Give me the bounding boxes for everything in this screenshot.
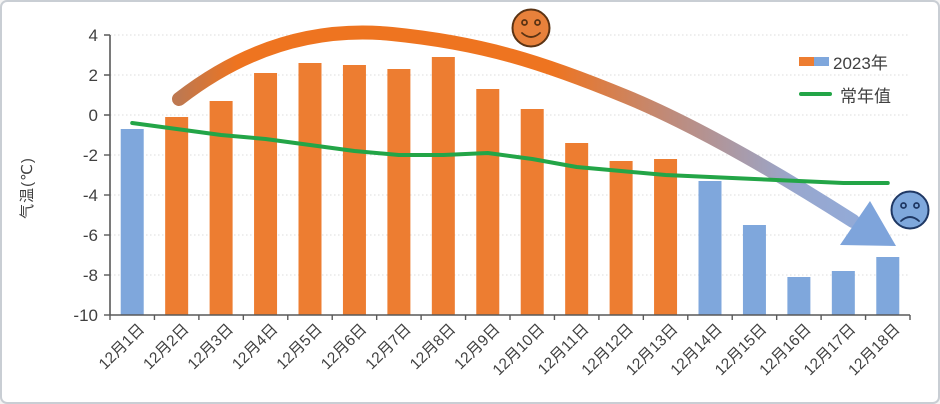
y-tick-label: 4 [89, 26, 98, 45]
trend-arrow-shaft [172, 25, 860, 228]
smiley-left-eye [521, 19, 528, 26]
y-tick-label: -10 [73, 306, 98, 325]
y-tick-label: -6 [83, 226, 98, 245]
bar-12月6日 [342, 65, 366, 315]
bar-12月18日 [876, 257, 900, 315]
x-category-label: 12月8日 [407, 321, 459, 373]
legend-swatch-normal-line [799, 92, 832, 96]
bar-12月3日 [209, 101, 233, 315]
smiley-face-outline [511, 8, 551, 48]
y-tick-label: 2 [89, 66, 98, 85]
y-tick-label: -4 [83, 186, 98, 205]
trend-arrow [172, 25, 896, 246]
y-tick-label: 0 [89, 106, 98, 125]
sad-mouth [900, 216, 920, 222]
legend-swatch-2023-orange [799, 56, 814, 66]
smiley-mouth [521, 32, 541, 38]
x-category-label: 12月1日 [96, 321, 148, 373]
bar-12月12日 [609, 161, 633, 315]
legend-item-2023: 2023年 [799, 51, 891, 73]
bar-12月11日 [565, 143, 589, 315]
y-tick-label: -2 [83, 146, 98, 165]
bar-12月7日 [387, 69, 411, 315]
legend-swatch-2023-blue [814, 56, 829, 66]
bar-12月8日 [431, 57, 455, 315]
x-category-labels: 12月1日12月2日12月3日12月4日12月5日12月6日12月7日12月8日… [96, 321, 904, 379]
x-category-label: 12月6日 [318, 321, 370, 373]
axes [104, 34, 911, 320]
x-category-label: 12月7日 [362, 321, 414, 373]
bar-12月1日 [120, 129, 144, 315]
bar-12月17日 [831, 271, 855, 315]
sad-left-eye [900, 202, 907, 209]
bar-12月13日 [654, 159, 678, 315]
legend: 2023年 常年值 [799, 51, 891, 117]
bar-12月15日 [742, 225, 766, 315]
normal-value-line [130, 121, 890, 185]
y-tick-label: -8 [83, 266, 98, 285]
bar-12月5日 [298, 63, 322, 315]
y-tick-labels: 4 2 0 -2 -4 -6 -8 -10 [73, 26, 98, 325]
x-category-label: 12月3日 [185, 321, 237, 373]
sad-face-icon [890, 190, 930, 230]
bar-series-2023 [120, 57, 900, 315]
bar-12月10日 [520, 109, 544, 315]
sad-face-outline [890, 190, 930, 230]
bar-12月4日 [254, 73, 278, 315]
legend-label-normal: 常年值 [840, 86, 891, 106]
bar-12月14日 [698, 181, 722, 315]
x-category-label: 12月4日 [229, 321, 281, 373]
y-axis-title: 气温(℃) [19, 157, 36, 219]
bar-12月16日 [787, 277, 811, 315]
smiley-right-eye [534, 19, 541, 26]
sad-right-eye [913, 202, 920, 209]
bar-12月2日 [165, 117, 189, 315]
legend-label-2023: 2023年 [833, 53, 888, 73]
x-category-label: 12月5日 [274, 321, 326, 373]
smiley-face-icon [511, 8, 551, 48]
bar-12月9日 [476, 89, 500, 315]
legend-item-normal: 常年值 [799, 84, 891, 106]
trend-arrowhead [840, 201, 896, 246]
x-category-label: 12月2日 [140, 321, 192, 373]
